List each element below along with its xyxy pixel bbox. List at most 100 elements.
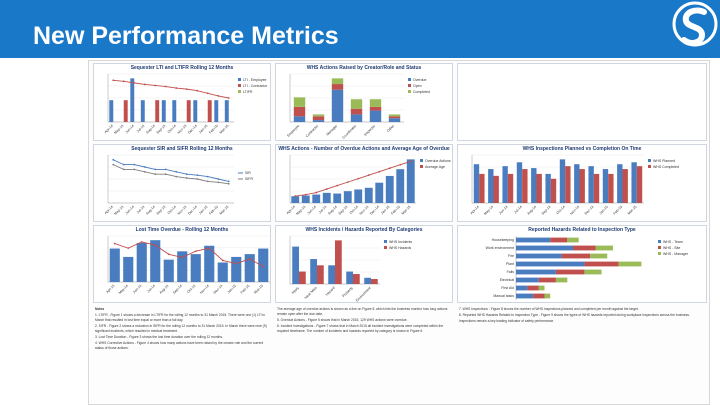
data-point	[194, 250, 197, 253]
bar	[617, 164, 623, 203]
bar	[207, 100, 212, 122]
chart-title: WHS Incidents / Hazards Reported By Cate…	[305, 227, 423, 233]
x-tick-label: Nov-14	[569, 205, 580, 216]
x-tick-label: Oct-14	[186, 284, 196, 294]
slide-title: New Performance Metrics	[33, 22, 339, 50]
bar	[388, 118, 401, 122]
bar	[565, 166, 571, 203]
x-tick-label: Hazard	[325, 286, 336, 297]
data-point	[206, 92, 209, 95]
note-paragraph: 1. LTIFR - Figure 1 shows a decrease in …	[95, 313, 265, 322]
chart-investigations	[457, 63, 707, 141]
bar	[292, 246, 299, 284]
legend-swatch	[238, 78, 241, 81]
bar	[231, 256, 242, 282]
x-tick-label: Sep-14	[172, 284, 183, 295]
y-tick-label: Fire	[508, 254, 514, 258]
bar	[516, 269, 556, 275]
x-tick-label: Feb-15	[390, 205, 401, 216]
data-point	[388, 167, 391, 170]
bar	[593, 173, 600, 203]
x-tick-label: May-14	[483, 205, 494, 216]
bar	[214, 100, 219, 122]
x-tick-label: Aug-14	[159, 284, 170, 295]
x-tick-label: May-14	[118, 284, 129, 295]
y-tick-label: Plant	[506, 262, 514, 266]
company-logo-icon	[672, 1, 718, 47]
legend-swatch	[384, 240, 387, 243]
data-point	[133, 168, 136, 171]
data-point	[315, 191, 318, 194]
bar	[312, 114, 325, 117]
legend-label: LTI - Contractor	[243, 84, 268, 88]
x-tick-label: Feb-15	[208, 205, 219, 216]
data-point	[248, 258, 251, 260]
chart-incidents-hazards-plot: Injury Near Miss Hazard Property Environment…	[289, 235, 412, 302]
bar	[333, 193, 342, 203]
data-point	[304, 193, 307, 196]
legend-swatch	[648, 159, 651, 162]
x-tick-label: Other	[386, 123, 396, 133]
bar	[622, 169, 628, 203]
bar	[312, 116, 325, 121]
legend-swatch	[408, 84, 411, 87]
bar	[502, 166, 508, 203]
x-tick-label: Apr-14	[104, 205, 114, 215]
bar	[369, 110, 382, 122]
data-point	[122, 168, 125, 171]
bar	[516, 245, 574, 251]
data-point	[399, 163, 402, 166]
report-document: Sequester LTI and LTIFR Rolling 12 Month…	[88, 60, 710, 405]
bar	[388, 116, 401, 119]
x-tick-label: Aug-14	[145, 205, 156, 216]
x-tick-label: Property	[342, 286, 354, 298]
bar	[136, 242, 147, 282]
bar	[516, 261, 585, 267]
notes-column-2: The average age of overdue actions is sh…	[277, 307, 451, 403]
bar	[573, 245, 596, 251]
bar	[516, 237, 551, 243]
bar	[299, 271, 306, 284]
x-tick-label: Jan-15	[227, 284, 237, 294]
bar	[130, 78, 135, 122]
note-paragraph: 2. SIFR - Figure 2 shows a reduction in …	[95, 323, 267, 333]
data-point	[122, 80, 125, 83]
chart-actions-by-role-plot: Employee Contractor Manager Coordinator Insp…	[286, 73, 430, 140]
data-point	[185, 88, 188, 91]
bar	[588, 166, 594, 203]
data-point	[262, 265, 265, 268]
data-point	[175, 175, 178, 178]
data-point	[154, 244, 157, 246]
chart-lti-ltifr-plot: Apr-14 May-14 Jun-14 Jul-14 Aug-14 Sep-14 Oct-…	[104, 73, 268, 135]
bar	[574, 164, 580, 203]
note-paragraph: 3. Lost Time Duration - Figure 3 shows t…	[95, 334, 223, 339]
bar	[536, 173, 542, 203]
data-point	[154, 84, 157, 87]
bar	[310, 259, 317, 284]
data-point	[235, 262, 238, 265]
data-point	[227, 182, 230, 185]
legend-swatch	[420, 165, 423, 168]
data-point	[196, 174, 199, 177]
data-point	[167, 253, 170, 256]
y-tick-label: Work environment	[486, 246, 514, 250]
data-point	[221, 259, 224, 262]
legend-label: WHS Hazards	[389, 246, 411, 250]
x-tick-label: Sep-14	[156, 124, 167, 135]
bar	[293, 106, 306, 117]
x-tick-label: Jun-14	[307, 205, 317, 215]
data-point	[367, 174, 370, 177]
x-tick-label: May-14	[113, 124, 124, 135]
x-tick-label: Coordinator	[341, 123, 357, 139]
y-tick-label: Housekeeping	[492, 238, 514, 242]
bar	[301, 195, 310, 203]
x-tick-label: Oct-14	[349, 205, 359, 215]
data-point	[140, 241, 143, 243]
bar	[584, 269, 602, 275]
bar	[140, 100, 145, 122]
data-point	[175, 170, 178, 173]
bar	[217, 262, 228, 282]
legend-label: WHS Planned	[653, 159, 675, 163]
bar	[388, 114, 401, 117]
legend-label: SIR	[245, 171, 251, 175]
